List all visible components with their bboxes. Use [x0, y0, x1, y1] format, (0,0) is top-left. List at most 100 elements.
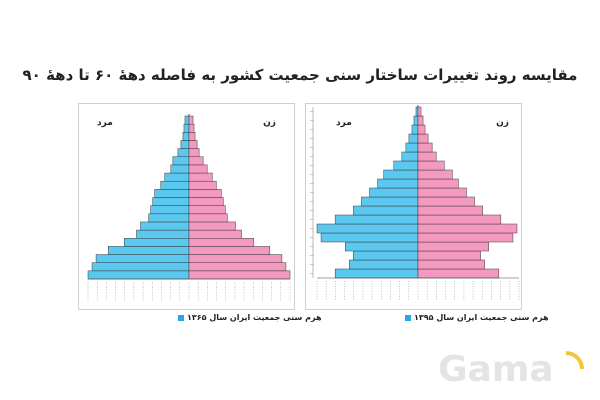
male-bar-20-24 — [124, 238, 190, 247]
female-bar-75-79 — [188, 148, 200, 157]
male-bar-25-29 — [136, 229, 190, 239]
male-bar-65-69 — [170, 164, 190, 174]
male-bar-60-64 — [164, 172, 190, 182]
male-bar-50-54 — [154, 189, 190, 198]
pyramid-1365-chart — [87, 114, 291, 301]
female-bar-15-19 — [417, 241, 489, 252]
male-bar-80-84 — [411, 124, 419, 135]
watermark-text: Gama — [438, 349, 554, 390]
male-bar-90-94 — [183, 123, 190, 133]
female-bar-30-34 — [188, 221, 236, 231]
male-bar-80-84 — [180, 140, 190, 149]
female-bar-45-49 — [417, 187, 467, 198]
caption-1395: هرم سنی جمعیت ایران سال ۱۳۹۵ — [405, 313, 549, 322]
male-bar-5-9 — [91, 262, 190, 272]
age-tick-label: ۱۵-۱۹ — [306, 244, 307, 249]
caption-1365: هرم سنی جمعیت ایران سال ۱۳۶۵ — [178, 313, 322, 322]
age-tick-label: ۷۵-۷۹ — [306, 136, 307, 141]
female-bar-85-89 — [417, 115, 424, 126]
male-bar-85-89 — [182, 132, 190, 141]
male-label: مرد — [336, 118, 352, 128]
male-bar-55-59 — [160, 180, 190, 190]
male-bar-40-44 — [361, 196, 419, 207]
female-bar-65-69 — [188, 164, 208, 174]
female-bar-20-24 — [188, 238, 254, 247]
male-bar-5-9 — [349, 259, 419, 270]
male-bar-45-49 — [369, 187, 419, 198]
female-bar-60-64 — [417, 160, 445, 171]
female-bar-15-19 — [188, 246, 271, 255]
male-bar-95+ — [184, 115, 190, 125]
male-bar-15-19 — [345, 241, 419, 252]
female-bar-90-94 — [188, 123, 195, 133]
male-bar-25-29 — [316, 223, 419, 234]
male-bar-85-89 — [413, 115, 419, 126]
female-bar-80-84 — [188, 140, 198, 149]
female-bar-40-44 — [188, 205, 226, 215]
female-bar-35-39 — [188, 213, 228, 223]
legend-square-icon — [178, 314, 184, 321]
caption-text: هرم سنی جمعیت ایران سال ۱۳۶۵ — [187, 313, 322, 322]
male-bar-15-19 — [107, 246, 190, 255]
female-bar-0-4 — [417, 268, 500, 279]
caption-text: هرم سنی جمعیت ایران سال ۱۳۹۵ — [414, 313, 549, 322]
male-bar-65-69 — [401, 151, 419, 162]
male-bar-60-64 — [393, 160, 419, 171]
female-bar-5-9 — [188, 262, 287, 272]
female-bar-45-49 — [188, 197, 224, 206]
female-bar-85-89 — [188, 132, 196, 141]
age-tick-label: ۵۵-۵۹ — [306, 172, 307, 177]
female-bar-25-29 — [188, 229, 242, 239]
male-bar-55-59 — [383, 169, 419, 180]
age-tick-label: ۸۵-۸۹ — [306, 118, 307, 123]
female-bar-70-74 — [188, 156, 204, 166]
male-bar-45-49 — [152, 197, 190, 206]
age-tick-label: ۶۵-۶۹ — [306, 154, 307, 159]
age-tick-label: ۴۵-۴۹ — [306, 190, 307, 195]
female-label: زن — [263, 118, 276, 128]
female-bar-25-29 — [417, 223, 518, 234]
male-bar-35-39 — [148, 213, 190, 223]
female-bar-75-79 — [417, 133, 429, 144]
male-bar-75-79 — [177, 148, 190, 157]
female-bar-90+ — [417, 106, 422, 117]
page-title: مقایسه روند تغییرات ساختار سنی جمعیت کشو… — [22, 66, 578, 84]
female-bar-35-39 — [417, 205, 483, 216]
female-bar-55-59 — [417, 169, 453, 180]
female-bar-50-54 — [417, 178, 459, 189]
male-bar-40-44 — [150, 205, 190, 215]
female-bar-95+ — [188, 115, 194, 125]
male-bar-0-4 — [334, 268, 419, 279]
age-tick-label: ۳۵-۳۹ — [306, 208, 307, 213]
male-label: مرد — [97, 118, 113, 128]
male-bar-35-39 — [353, 205, 419, 216]
female-bar-70-74 — [417, 142, 433, 153]
female-bar-5-9 — [417, 259, 485, 270]
female-bar-10-14 — [188, 254, 283, 263]
male-bar-75-79 — [408, 133, 419, 144]
female-bar-20-24 — [417, 232, 514, 243]
female-bar-50-54 — [188, 189, 222, 198]
legend-square-icon — [405, 314, 411, 321]
male-bar-90+ — [415, 106, 419, 117]
pyramid-1365-panel: مرد زن — [78, 103, 295, 310]
male-bar-10-14 — [353, 250, 419, 261]
female-bar-80-84 — [417, 124, 426, 135]
male-bar-70-74 — [172, 156, 190, 166]
male-bar-70-74 — [405, 142, 419, 153]
male-bar-0-4 — [87, 270, 190, 280]
gama-watermark-logo: Gama — [438, 349, 584, 390]
female-bar-30-34 — [417, 214, 502, 225]
male-bar-50-54 — [377, 178, 419, 189]
male-bar-10-14 — [95, 254, 190, 263]
pyramid-1395-panel: ۰-۴۵-۹۱۰-۱۴۱۵-۱۹۲۰-۲۴۲۵-۲۹۳۰-۳۴۳۵-۳۹۴۰-۴… — [305, 103, 522, 310]
watermark-arc — [565, 351, 584, 370]
female-bar-65-69 — [417, 151, 437, 162]
male-bar-30-34 — [334, 214, 419, 225]
female-bar-0-4 — [188, 270, 291, 280]
female-bar-10-14 — [417, 250, 481, 261]
pyramid-1395-chart: ۰-۴۵-۹۱۰-۱۴۱۵-۱۹۲۰-۲۴۲۵-۲۹۳۰-۳۴۳۵-۳۹۴۰-۴… — [306, 105, 520, 300]
age-tick-label: ۲۵-۲۹ — [306, 226, 307, 231]
female-bar-60-64 — [188, 172, 213, 182]
female-bar-40-44 — [417, 196, 475, 207]
